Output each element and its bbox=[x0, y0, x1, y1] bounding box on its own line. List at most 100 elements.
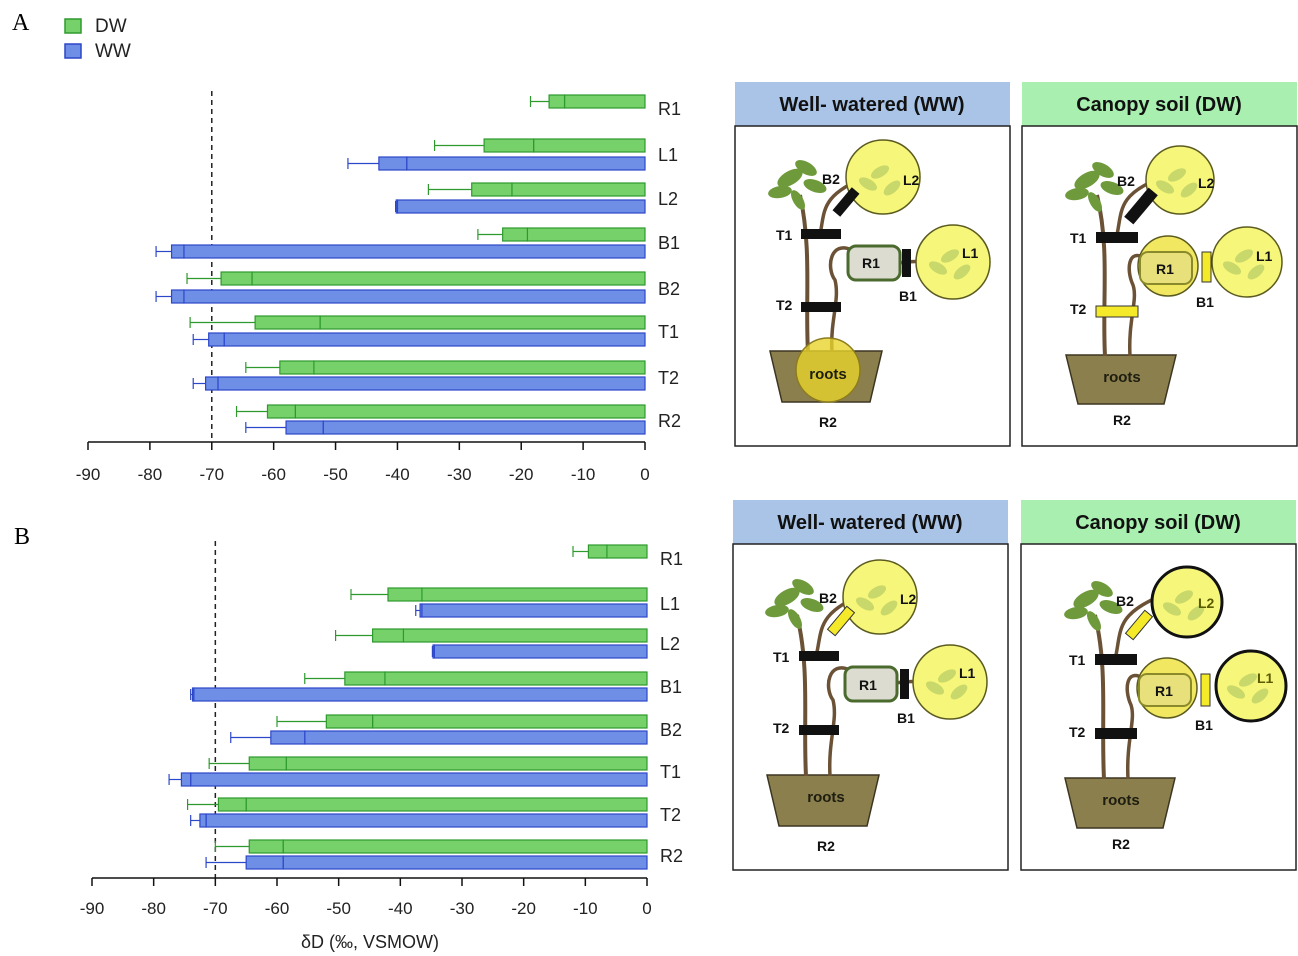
reservoir-r1 bbox=[1138, 673, 1192, 707]
leaf-bulb-l1 bbox=[912, 644, 988, 720]
band-b2 bbox=[1124, 609, 1154, 641]
category-label: L2 bbox=[660, 634, 680, 654]
label-b2: B2 bbox=[822, 171, 840, 187]
pot bbox=[766, 774, 880, 827]
diagram-title-bar bbox=[735, 82, 1010, 126]
legend-label-dw: DW bbox=[95, 16, 127, 37]
label-b2: B2 bbox=[819, 590, 837, 606]
category-label: L2 bbox=[658, 189, 678, 209]
label-l1: L1 bbox=[962, 245, 979, 261]
diagram-title-bar bbox=[1022, 82, 1297, 126]
x-tick-label: -40 bbox=[385, 465, 410, 484]
diagram-title-bar bbox=[1021, 500, 1296, 544]
bar-extension-dw bbox=[483, 138, 535, 153]
bar-extension-dw bbox=[502, 227, 529, 242]
band-t2 bbox=[801, 302, 841, 312]
stem bbox=[1093, 614, 1106, 780]
bar-extension-ww bbox=[191, 687, 195, 702]
legend-label-ww: WW bbox=[95, 41, 131, 62]
bar-ww bbox=[223, 332, 646, 347]
bar-extension-ww bbox=[270, 730, 306, 745]
category-label: R2 bbox=[660, 846, 683, 866]
bar-ww bbox=[282, 855, 648, 870]
bar-ww bbox=[183, 244, 646, 259]
category-label: L1 bbox=[658, 145, 678, 165]
bar-ww bbox=[205, 813, 648, 828]
leaf-bulb-leaves bbox=[1155, 168, 1265, 280]
x-tick-label: -30 bbox=[447, 465, 472, 484]
bar-extension-dw bbox=[254, 315, 321, 330]
label-roots: roots bbox=[1102, 792, 1140, 809]
bar-extension-ww bbox=[245, 855, 284, 870]
branch-lower bbox=[828, 246, 853, 353]
band-b1 bbox=[902, 249, 911, 277]
bar-dw bbox=[384, 671, 648, 686]
branch-lower bbox=[826, 666, 851, 777]
chart-a: -90 -80 -70 -60 -50 -40 -30 -20 -10 0 R1 L1 L2 B1 B2 T1… bbox=[76, 91, 681, 484]
diagram-title: Canopy soil (DW) bbox=[1075, 512, 1241, 534]
label-r1: R1 bbox=[862, 255, 880, 271]
label-b2: B2 bbox=[1116, 593, 1134, 609]
category-label: T2 bbox=[658, 368, 679, 388]
label-l1: L1 bbox=[1256, 248, 1273, 264]
label-t2: T2 bbox=[776, 297, 793, 313]
leaf-bulb-leaves bbox=[855, 585, 968, 700]
category-label: T2 bbox=[660, 805, 681, 825]
bar-extension-ww bbox=[419, 603, 423, 618]
band-t2 bbox=[1095, 728, 1137, 739]
label-r2: R2 bbox=[817, 838, 835, 854]
bar-dw bbox=[402, 628, 648, 643]
category-label: B1 bbox=[660, 677, 682, 697]
band-b2 bbox=[832, 187, 860, 217]
bar-dw bbox=[245, 797, 648, 812]
bar-ww bbox=[190, 772, 648, 787]
bar-extension-dw bbox=[220, 271, 253, 286]
label-l2: L2 bbox=[900, 591, 917, 607]
bar-dw bbox=[532, 138, 646, 153]
bar-extension-dw bbox=[387, 587, 423, 602]
band-t2 bbox=[799, 725, 839, 735]
bar-extension-ww bbox=[170, 289, 185, 304]
x-tick-label: 0 bbox=[640, 465, 649, 484]
legend-swatch-ww bbox=[64, 43, 82, 59]
leaf-cluster bbox=[1065, 162, 1124, 212]
bar-dw bbox=[313, 360, 646, 375]
bar-dw bbox=[606, 544, 648, 559]
label-b1: B1 bbox=[899, 288, 917, 304]
bar-dw bbox=[285, 756, 648, 771]
bar-extension-dw bbox=[548, 94, 566, 109]
bar-extension-dw bbox=[266, 404, 296, 419]
category-label: T1 bbox=[658, 322, 679, 342]
pot bbox=[1064, 777, 1176, 829]
bar-dw bbox=[282, 839, 648, 854]
leaf-cluster bbox=[1064, 581, 1123, 631]
label-l1: L1 bbox=[1257, 670, 1274, 686]
roots-highlight bbox=[795, 337, 861, 403]
label-b1: B1 bbox=[897, 710, 915, 726]
x-tick-label: -10 bbox=[571, 465, 596, 484]
bar-dw bbox=[251, 271, 646, 286]
bar-dw bbox=[371, 714, 648, 729]
bar-ww bbox=[421, 603, 648, 618]
branch-lower bbox=[1127, 253, 1146, 357]
label-t1: T1 bbox=[1069, 652, 1086, 668]
bar-extension-ww bbox=[208, 332, 225, 347]
x-tick-label: -10 bbox=[573, 899, 598, 918]
label-roots: roots bbox=[807, 789, 845, 806]
stem bbox=[1095, 194, 1107, 357]
band-b1 bbox=[900, 669, 909, 699]
band-b1 bbox=[1200, 673, 1211, 707]
diagram-a-dw: Canopy soil (DW) B2 L2 T1 bbox=[1021, 82, 1298, 447]
x-tick-label: -70 bbox=[203, 899, 228, 918]
label-r1: R1 bbox=[1156, 261, 1174, 277]
band-t2 bbox=[1095, 305, 1139, 318]
bar-ww bbox=[396, 199, 646, 214]
x-tick-label: -30 bbox=[450, 899, 475, 918]
diagram-title-bar bbox=[733, 500, 1008, 544]
bar-ww bbox=[217, 376, 646, 391]
x-axis-label: δD (‰, VSMOW) bbox=[301, 932, 439, 952]
label-b2: B2 bbox=[1117, 173, 1135, 189]
bar-dw bbox=[421, 587, 648, 602]
band-t1 bbox=[799, 651, 839, 661]
stem bbox=[795, 614, 808, 777]
